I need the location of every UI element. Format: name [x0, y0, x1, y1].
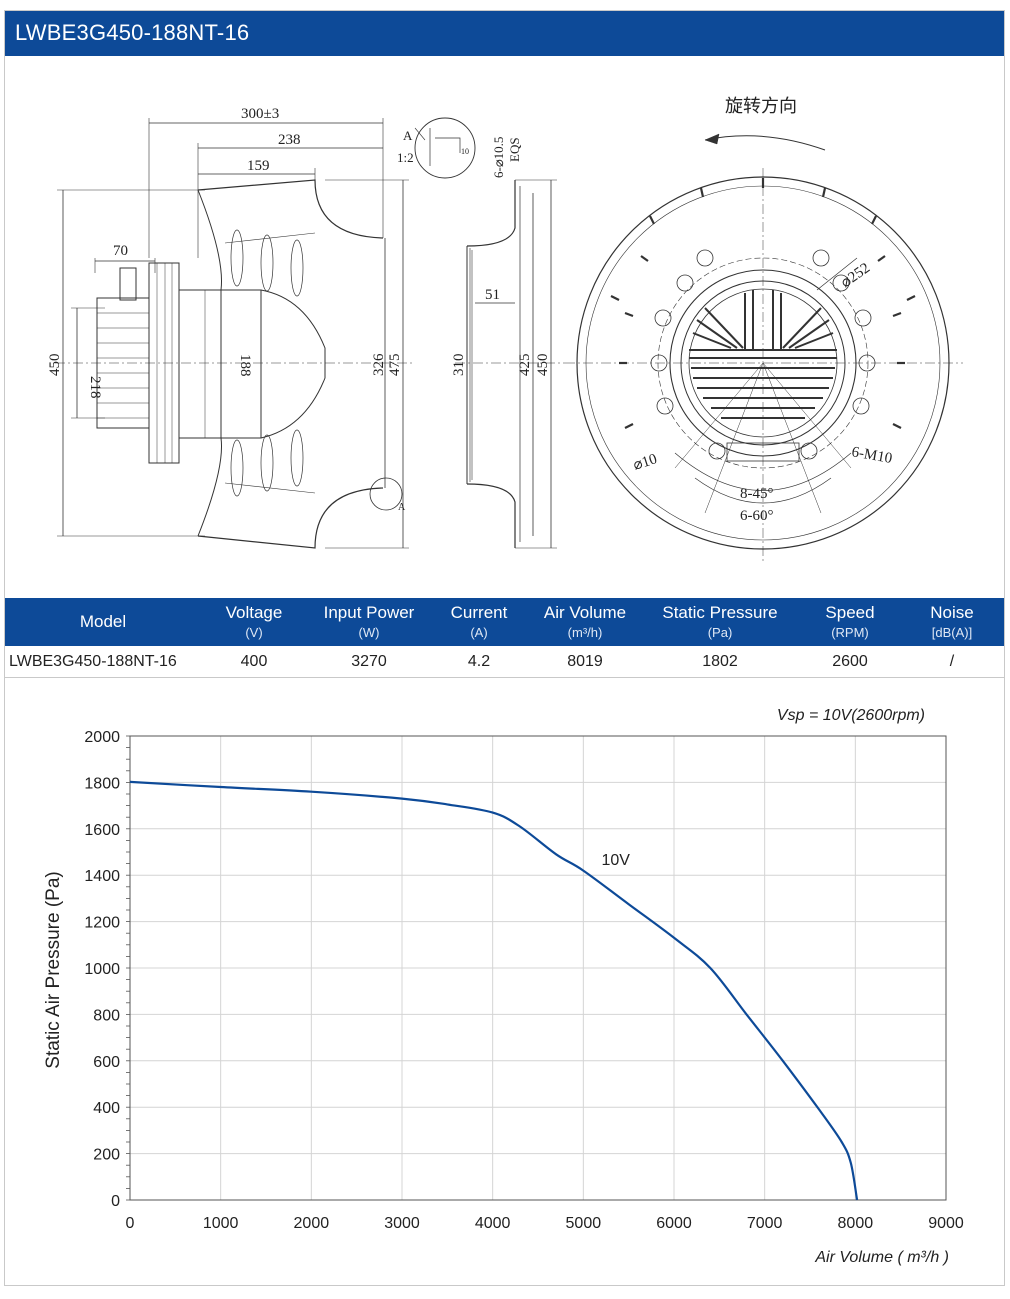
y-tick-label: 2000	[84, 729, 120, 746]
dim-310: 310	[451, 354, 467, 377]
col-pressure: Static Pressure (Pa)	[647, 598, 793, 646]
dim-238: 238	[278, 132, 301, 148]
col-pressure-name: Static Pressure	[662, 603, 778, 622]
dim-450-right: 450	[535, 354, 551, 377]
col-power: Input Power (W)	[305, 598, 433, 646]
cell-power: 3270	[351, 653, 387, 670]
cell-speed: 2600	[832, 653, 868, 670]
y-tick-label: 1600	[84, 822, 120, 839]
cell-current: 4.2	[467, 653, 491, 670]
col-current-unit: (A)	[470, 625, 488, 640]
cell-pressure: 1802	[702, 653, 738, 670]
chart-grid	[129, 735, 947, 1201]
dim-188: 188	[237, 354, 253, 377]
detail-eqs: EQS	[507, 137, 522, 162]
dim-326: 326	[371, 353, 387, 376]
detail-holes: 6-⌀10.5	[491, 137, 506, 178]
page-frame	[4, 10, 1005, 1286]
col-speed-unit: (RPM)	[831, 625, 869, 640]
col-noise-name: Noise	[930, 603, 974, 622]
dim-70: 70	[113, 243, 128, 259]
detail-label: A	[403, 128, 413, 143]
col-power-unit: (W)	[358, 625, 380, 640]
col-noise-unit: [dB(A)]	[931, 625, 973, 640]
rotation-direction-label: 旋转方向	[725, 96, 797, 117]
x-tick-label: 8000	[838, 1215, 874, 1232]
profile-view	[455, 179, 565, 549]
x-tick-label: 9000	[928, 1215, 964, 1232]
col-speed-name: Speed	[825, 603, 875, 622]
col-model-name: Model	[79, 612, 127, 631]
chart-ticks: 0 1000 2000 3000 4000 5000 6000 7000 8000 9000 0 20…	[84, 729, 963, 1232]
chart-annotation: Vsp = 10V(2600rpm)	[777, 707, 925, 724]
y-tick-label: 400	[93, 1100, 120, 1117]
col-speed: Speed (RPM)	[805, 598, 895, 646]
series-label-10v: 10V	[601, 852, 630, 869]
y-tick-label: 1000	[84, 961, 120, 978]
front-view	[565, 168, 963, 563]
dim-252: ⌀252	[838, 260, 873, 291]
x-tick-label: 5000	[566, 1215, 602, 1232]
col-voltage: Voltage (V)	[205, 598, 303, 646]
cell-model: LWBE3G450-188NT-16	[9, 653, 177, 670]
col-current-name: Current	[450, 603, 508, 622]
page-title: LWBE3G450-188NT-16	[15, 20, 250, 45]
dim-m10: 6-M10	[850, 444, 893, 467]
y-tick-label: 800	[93, 1007, 120, 1024]
cell-airvolume: 8019	[567, 653, 603, 670]
dim-450-left: 450	[47, 354, 63, 377]
side-view	[55, 118, 415, 549]
y-tick-label: 0	[111, 1193, 120, 1210]
dimension-drawing: 300±3 238 159 70 450 218 188 326 475 A 1…	[47, 96, 963, 563]
angle-45: 8-45°	[740, 486, 774, 502]
performance-chart: 0 1000 2000 3000 4000 5000 6000 7000 8000 9000 0 20…	[43, 707, 964, 1266]
y-tick-label: 200	[93, 1147, 120, 1164]
detail-ten: 10	[461, 147, 469, 156]
col-noise: Noise [dB(A)]	[907, 598, 997, 646]
dim-10: ⌀10	[631, 451, 659, 474]
y-tick-label: 1200	[84, 915, 120, 932]
x-tick-label: 4000	[475, 1215, 511, 1232]
detail-a	[414, 117, 476, 179]
angle-60: 6-60°	[740, 508, 774, 524]
col-airvolume-unit: (m³/h)	[567, 625, 603, 640]
y-tick-label: 1400	[84, 868, 120, 885]
x-axis-label: Air Volume ( m³/h )	[814, 1249, 949, 1266]
dim-218: 218	[87, 376, 103, 399]
col-voltage-name: Voltage	[225, 603, 283, 622]
col-model: Model	[5, 598, 201, 646]
y-axis-label: Static Air Pressure (Pa)	[43, 871, 64, 1068]
detail-ref-a: A	[398, 502, 406, 513]
y-tick-label: 1800	[84, 775, 120, 792]
col-airvolume-name: Air Volume	[543, 603, 627, 622]
dim-159: 159	[247, 158, 270, 174]
dim-51: 51	[485, 287, 500, 303]
title-bar: LWBE3G450-188NT-16	[5, 11, 1004, 56]
y-tick-label: 600	[93, 1054, 120, 1071]
detail-scale: 1:2	[397, 150, 414, 165]
x-tick-label: 6000	[656, 1215, 692, 1232]
series-line-10v	[129, 780, 859, 1201]
x-tick-label: 3000	[384, 1215, 420, 1232]
x-tick-label: 0	[126, 1215, 135, 1232]
rotation-arrow	[704, 135, 826, 151]
spec-table-header: Model Voltage (V) Input Power (W) Curren…	[5, 598, 1004, 646]
col-voltage-unit: (V)	[245, 625, 263, 640]
x-tick-label: 2000	[294, 1215, 330, 1232]
dim-475: 475	[387, 354, 403, 377]
col-airvolume: Air Volume (m³/h)	[525, 598, 645, 646]
col-power-name: Input Power	[323, 603, 415, 622]
cell-voltage: 400	[240, 653, 268, 670]
x-tick-label: 7000	[747, 1215, 783, 1232]
col-pressure-unit: (Pa)	[707, 625, 733, 640]
dim-300: 300±3	[241, 106, 279, 122]
dim-425: 425	[517, 354, 533, 377]
table-row: LWBE3G450-188NT-16 400 3270 4.2 8019 180…	[5, 647, 1004, 678]
cell-noise: /	[949, 653, 955, 670]
col-current: Current (A)	[435, 598, 523, 646]
x-tick-label: 1000	[203, 1215, 239, 1232]
